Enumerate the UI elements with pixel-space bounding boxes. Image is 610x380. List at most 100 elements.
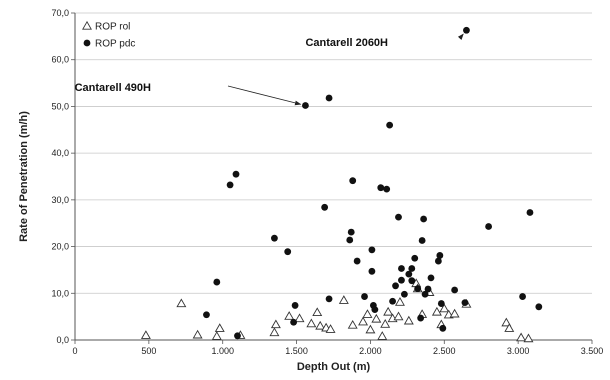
legend-label: ROP rol xyxy=(95,22,130,33)
y-tick-label: 60,0 xyxy=(51,55,69,65)
annotation-label: Cantarell 490H xyxy=(75,82,151,94)
rop-pdc-point xyxy=(395,213,402,221)
annotation-arrow xyxy=(457,33,464,40)
rop-pdc-point xyxy=(368,267,376,275)
rop-rol-point xyxy=(393,311,404,321)
legend-marker xyxy=(83,39,91,47)
rop-pdc-point xyxy=(439,324,447,332)
rop-rol-point xyxy=(394,297,405,306)
x-tick-label: 2.000 xyxy=(359,346,382,356)
rop-pdc-point xyxy=(371,306,379,314)
y-tick-label: 30,0 xyxy=(51,195,69,205)
y-tick-label: 70,0 xyxy=(51,8,69,18)
y-axis-title: Rate of Penetration (m/h) xyxy=(18,111,30,242)
rop-pdc-point xyxy=(321,203,329,211)
rop-rol-point xyxy=(306,318,317,328)
rop-pdc-point xyxy=(434,257,442,265)
rop-rol-point xyxy=(365,324,376,334)
rop-rol-point xyxy=(338,295,349,304)
rop-pdc-point xyxy=(213,278,221,286)
y-tick-label: 40,0 xyxy=(51,148,69,158)
rop-pdc-point xyxy=(353,257,361,265)
rop-pdc-point xyxy=(461,299,469,307)
rop-rol-point xyxy=(377,331,388,340)
x-tick-label: 3.000 xyxy=(507,346,530,356)
rop-rol-point xyxy=(358,316,369,326)
rop-pdc-point xyxy=(291,302,299,309)
rop-pdc-point xyxy=(368,246,376,254)
rop-rol-point xyxy=(362,309,373,318)
rop-rol-point xyxy=(315,320,326,330)
rop-rol-point xyxy=(501,317,512,327)
rop-pdc-point xyxy=(420,215,428,223)
rop-rol-point xyxy=(449,308,460,318)
rop-pdc-point xyxy=(463,26,470,34)
rop-rol-point xyxy=(284,311,295,320)
series-rop-rol xyxy=(140,278,534,343)
rop-pdc-point xyxy=(408,277,416,285)
x-tick-label: 1.000 xyxy=(211,346,234,356)
rop-pdc-point xyxy=(325,295,333,303)
rop-pdc-point xyxy=(519,293,526,300)
legend: ROP rol ROP pdc xyxy=(82,20,135,50)
rop-pdc-point xyxy=(437,300,445,307)
rop-pdc-point xyxy=(427,274,435,282)
rop-pdc-point xyxy=(226,181,234,189)
rop-pdc-point xyxy=(398,265,405,272)
rop-pdc-point xyxy=(451,286,459,294)
rop-pdc-point xyxy=(526,209,534,216)
rop-pdc-point xyxy=(290,318,298,326)
rop-pdc-point xyxy=(271,234,278,242)
rop-pdc-point xyxy=(383,185,391,193)
rop-rol-point xyxy=(294,313,305,323)
legend-label: ROP pdc xyxy=(95,39,135,50)
rop-rol-point xyxy=(371,313,382,323)
rop-pdc-point xyxy=(392,282,399,290)
rop-pdc-point xyxy=(361,293,368,300)
rop-rol-point xyxy=(380,319,391,328)
rop-pdc-point xyxy=(398,276,405,284)
rop-pdc-point xyxy=(234,332,241,340)
rop-pdc-point xyxy=(346,236,354,244)
y-tick-label: 50,0 xyxy=(51,101,69,111)
rop-pdc-point xyxy=(389,297,396,305)
x-tick-label: 0 xyxy=(72,346,77,356)
rop-pdc-point xyxy=(535,303,543,311)
rop-rol-point xyxy=(439,303,450,313)
x-axis-title: Depth Out (m) xyxy=(297,361,371,373)
rop-pdc-point xyxy=(418,237,426,244)
rop-pdc-point xyxy=(417,314,425,322)
rop-rol-point xyxy=(347,319,358,329)
rop-rol-point xyxy=(403,315,414,325)
rop-pdc-point xyxy=(203,311,210,319)
rop-pdc-point xyxy=(436,252,444,259)
rop-rol-point xyxy=(214,323,225,332)
rop-pdc-point xyxy=(349,177,357,185)
rop-pdc-point xyxy=(421,290,429,298)
rop-rol-point xyxy=(211,331,222,340)
rop-pdc-point xyxy=(325,94,333,102)
rop-pdc-point xyxy=(302,102,309,109)
rop-pdc-point xyxy=(232,170,240,178)
rop-pdc-point xyxy=(386,121,394,129)
y-tick-label: 0,0 xyxy=(56,335,69,345)
rop-pdc-point xyxy=(411,254,419,262)
x-tick-label: 1.500 xyxy=(285,346,308,356)
rop-pdc-point xyxy=(414,285,422,293)
rop-rol-point xyxy=(516,332,527,342)
rop-rol-point xyxy=(523,333,534,343)
rop-pdc-point xyxy=(377,184,385,192)
rop-rol-point xyxy=(192,329,203,339)
x-tick-label: 3.500 xyxy=(581,346,604,356)
rop-pdc-point xyxy=(284,248,292,256)
y-tick-label: 10,0 xyxy=(51,288,69,298)
rop-rol-point xyxy=(176,298,187,308)
legend-marker xyxy=(82,20,92,30)
series-rop-pdc xyxy=(203,26,543,340)
rop-pdc-point xyxy=(405,270,413,278)
rop-rol-point xyxy=(312,307,323,317)
rop-rol-point xyxy=(504,323,515,332)
rop-pdc-point xyxy=(485,223,492,230)
